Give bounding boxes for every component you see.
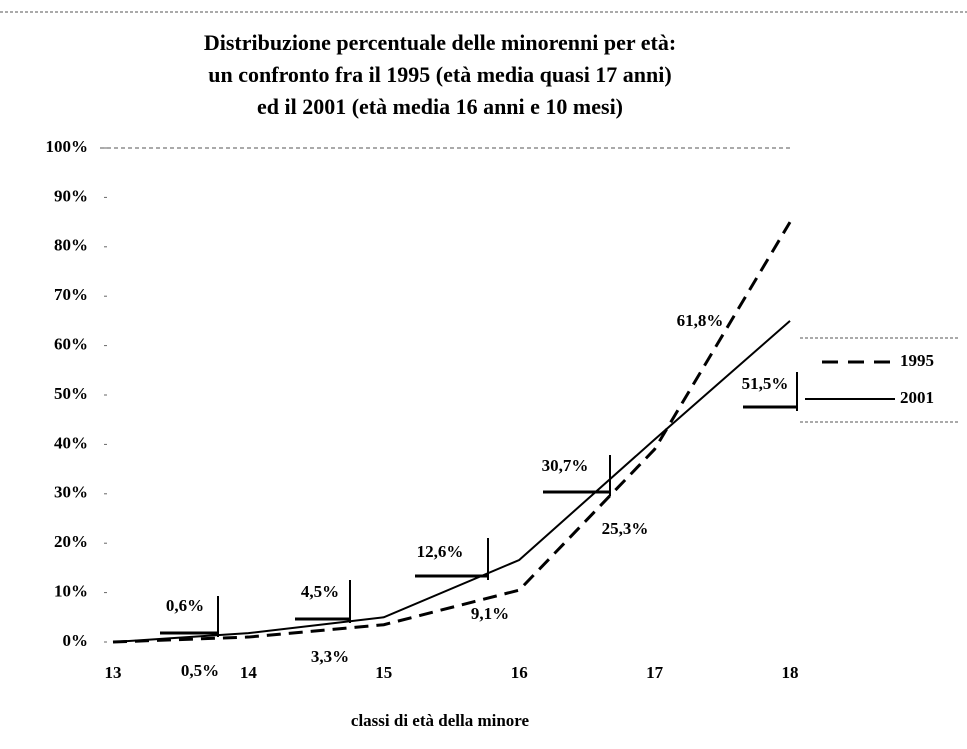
y-tick-label: 30% [54, 483, 88, 502]
y-tick-label: 60% [54, 335, 88, 354]
annotation: 3,3% [311, 647, 349, 666]
y-tick-label: 70% [54, 285, 88, 304]
annotation: 0,6% [166, 596, 204, 615]
annotation: 51,5% [742, 374, 789, 393]
x-tick-label: 14 [240, 663, 258, 682]
y-tick-label: 0% [63, 631, 89, 650]
chart-title: Distribuzione percentuale delle minorenn… [204, 30, 676, 55]
legend-label: 2001 [900, 388, 934, 407]
x-tick-label: 18 [782, 663, 799, 682]
x-axis-label: classi di età della minore [351, 711, 530, 730]
y-tick-label: 90% [54, 186, 88, 205]
annotation: 30,7% [542, 456, 589, 475]
y-tick-label: 100% [46, 137, 89, 156]
annotation: 4,5% [301, 582, 339, 601]
x-tick-label: 16 [511, 663, 528, 682]
x-tick-label: 13 [105, 663, 122, 682]
annotation: 61,8% [677, 311, 724, 330]
annotation: 0,5% [181, 661, 219, 680]
y-tick-label: 50% [54, 384, 88, 403]
x-tick-label: 17 [646, 663, 664, 682]
y-tick-label: 80% [54, 236, 88, 255]
legend-label: 1995 [900, 351, 934, 370]
line-series [112, 320, 791, 643]
chart-title: ed il 2001 (età media 16 anni e 10 mesi) [257, 94, 623, 119]
y-tick-label: 20% [54, 532, 88, 551]
annotation: 9,1% [471, 604, 509, 623]
annotation: 25,3% [602, 519, 649, 538]
x-tick-label: 15 [375, 663, 392, 682]
annotation: 12,6% [417, 542, 464, 561]
line-series [112, 221, 792, 644]
y-tick-label: 40% [54, 433, 88, 452]
chart-title: un confronto fra il 1995 (età media quas… [208, 62, 671, 87]
y-tick-label: 10% [54, 582, 88, 601]
